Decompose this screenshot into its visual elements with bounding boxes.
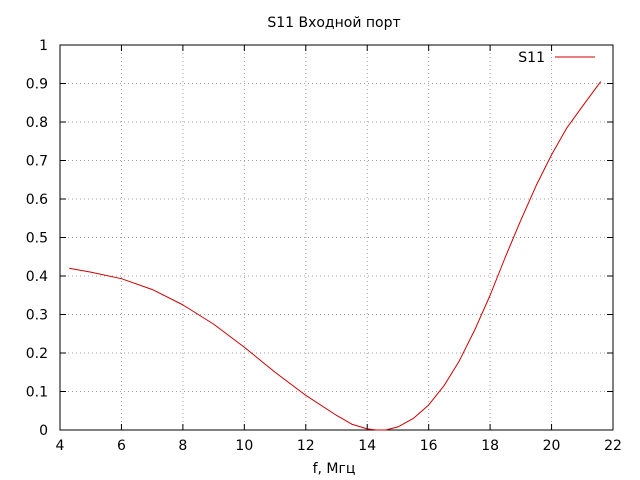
x-tick-label: 4 xyxy=(56,438,65,454)
x-axis-label: f, Мгц xyxy=(313,461,356,477)
x-tick-label: 18 xyxy=(481,438,499,454)
x-tick-label: 16 xyxy=(420,438,438,454)
y-tick-label: 0.9 xyxy=(26,77,48,93)
y-tick-label: 0.6 xyxy=(26,192,48,208)
y-tick-label: 0.4 xyxy=(26,269,48,285)
y-tick-label: 0.2 xyxy=(26,346,48,362)
y-tick-label: 1 xyxy=(39,38,48,54)
y-tick-label: 0.3 xyxy=(26,308,48,324)
chart-title: S11 Входной порт xyxy=(267,15,400,31)
x-tick-label: 10 xyxy=(235,438,253,454)
series-line-s11 xyxy=(69,81,602,431)
y-tick-label: 0.8 xyxy=(26,115,48,131)
x-tick-label: 12 xyxy=(297,438,315,454)
x-tick-label: 8 xyxy=(178,438,187,454)
x-tick-label: 20 xyxy=(543,438,561,454)
x-tick-label: 22 xyxy=(604,438,622,454)
y-tick-label: 0.7 xyxy=(26,154,48,170)
x-tick-label: 6 xyxy=(117,438,126,454)
tick-labels: 4 6 8 10 12 14 16 18 20 22 0 0.1 0.2 0.3 0.4 0.5 0.6 0.7 0… xyxy=(26,38,622,454)
x-tick-label: 14 xyxy=(358,438,376,454)
series-layer xyxy=(69,81,602,431)
legend: S11 xyxy=(518,50,595,66)
legend-label: S11 xyxy=(518,50,545,66)
plot-frame xyxy=(59,44,614,431)
grid xyxy=(60,45,613,430)
y-tick-label: 0.5 xyxy=(26,231,48,247)
y-tick-label: 0 xyxy=(39,423,48,439)
axes xyxy=(59,44,614,431)
y-tick-label: 0.1 xyxy=(26,385,48,401)
